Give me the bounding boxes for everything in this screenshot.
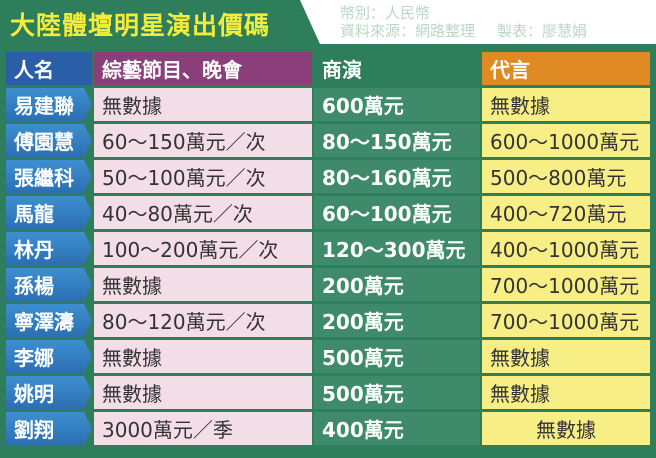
row-ad: 500萬元 [314, 376, 480, 409]
header-endorse: 代言 [482, 52, 650, 85]
row-variety: 無數據 [94, 268, 312, 301]
row-endorse: 700～1000萬元 [482, 268, 650, 301]
table-row: 張繼科 50～100萬元／次 80～160萬元 500～800萬元 [6, 160, 650, 193]
table-row: 傅園慧 60～150萬元／次 80～150萬元 600～1000萬元 [6, 124, 650, 157]
page-title: 大陸體壇明星演出價碼 [10, 11, 271, 40]
row-name: 孫楊 [6, 268, 92, 301]
meta-info: 幣別：人民幣 資料來源：網路整理 製表：廖慧娟 [340, 4, 650, 40]
row-endorse: 400～1000萬元 [482, 232, 650, 265]
table-row: 孫楊 無數據 200萬元 700～1000萬元 [6, 268, 650, 301]
row-endorse: 無數據 [482, 376, 650, 409]
row-name: 劉翔 [6, 412, 92, 445]
row-name: 李娜 [6, 340, 92, 373]
row-ad: 200萬元 [314, 304, 480, 337]
table-row: 易建聯 無數據 600萬元 無數據 [6, 88, 650, 121]
table-row: 馬龍 40～80萬元／次 60～100萬元 400～720萬元 [6, 196, 650, 229]
row-variety: 無數據 [94, 340, 312, 373]
row-endorse: 無數據 [482, 412, 650, 445]
row-variety: 3000萬元／季 [94, 412, 312, 445]
row-ad: 200萬元 [314, 268, 480, 301]
header-name: 人名 [6, 52, 92, 85]
table-row: 李娜 無數據 500萬元 無數據 [6, 340, 650, 373]
title-bar: 大陸體壇明星演出價碼 幣別：人民幣 資料來源：網路整理 製表：廖慧娟 [0, 0, 656, 44]
row-variety: 80～120萬元／次 [94, 304, 312, 337]
row-ad: 60～100萬元 [314, 196, 480, 229]
table-row: 林丹 100～200萬元／次 120～300萬元 400～1000萬元 [6, 232, 650, 265]
row-name: 傅園慧 [6, 124, 92, 157]
row-endorse: 600～1000萬元 [482, 124, 650, 157]
row-variety: 40～80萬元／次 [94, 196, 312, 229]
row-endorse: 無數據 [482, 88, 650, 121]
maker-note: 製表：廖慧娟 [497, 22, 588, 40]
currency-note: 幣別：人民幣 [340, 4, 431, 22]
row-endorse: 400～720萬元 [482, 196, 650, 229]
table-row: 劉翔 3000萬元／季 400萬元 無數據 [6, 412, 650, 445]
row-name: 姚明 [6, 376, 92, 409]
row-ad: 80～150萬元 [314, 124, 480, 157]
row-ad: 120～300萬元 [314, 232, 480, 265]
row-endorse: 500～800萬元 [482, 160, 650, 193]
row-name: 易建聯 [6, 88, 92, 121]
table-row: 姚明 無數據 500萬元 無數據 [6, 376, 650, 409]
row-ad: 400萬元 [314, 412, 480, 445]
row-variety: 100～200萬元／次 [94, 232, 312, 265]
row-variety: 60～150萬元／次 [94, 124, 312, 157]
table-row: 寧澤濤 80～120萬元／次 200萬元 700～1000萬元 [6, 304, 650, 337]
source-note: 資料來源：網路整理 [340, 22, 476, 40]
table-header: 人名 綜藝節目、晚會 商演 代言 [6, 52, 650, 85]
row-ad: 600萬元 [314, 88, 480, 121]
title-tab [0, 0, 320, 44]
header-ad: 商演 [314, 52, 480, 85]
row-endorse: 無數據 [482, 340, 650, 373]
row-variety: 50～100萬元／次 [94, 160, 312, 193]
row-endorse: 700～1000萬元 [482, 304, 650, 337]
row-name: 寧澤濤 [6, 304, 92, 337]
row-name: 張繼科 [6, 160, 92, 193]
row-name: 林丹 [6, 232, 92, 265]
header-variety: 綜藝節目、晚會 [94, 52, 312, 85]
row-name: 馬龍 [6, 196, 92, 229]
row-variety: 無數據 [94, 376, 312, 409]
row-ad: 80～160萬元 [314, 160, 480, 193]
row-variety: 無數據 [94, 88, 312, 121]
row-ad: 500萬元 [314, 340, 480, 373]
